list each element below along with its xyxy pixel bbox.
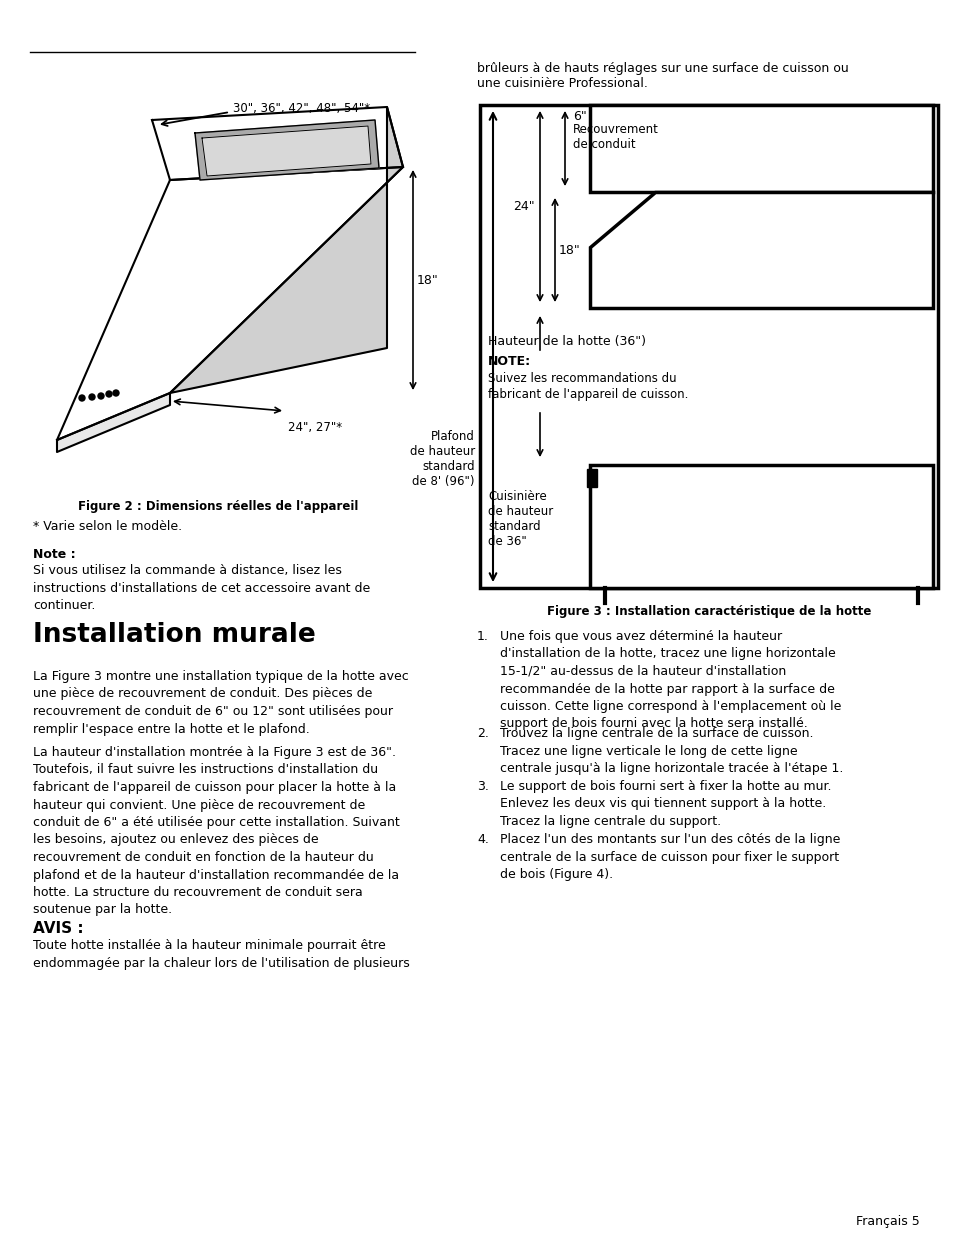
Text: Recouvrement: Recouvrement bbox=[573, 124, 659, 136]
Text: fabricant de l'appareil de cuisson.: fabricant de l'appareil de cuisson. bbox=[488, 388, 688, 401]
Text: 18": 18" bbox=[416, 273, 438, 287]
Circle shape bbox=[89, 394, 95, 400]
Polygon shape bbox=[589, 191, 932, 308]
Polygon shape bbox=[57, 167, 402, 440]
Text: Suivez les recommandations du: Suivez les recommandations du bbox=[488, 372, 676, 385]
Text: Si vous utilisez la commande à distance, lisez les
instructions d'installations : Si vous utilisez la commande à distance,… bbox=[33, 564, 370, 613]
Text: Placez l'un des montants sur l'un des côtés de la ligne
centrale de la surface d: Placez l'un des montants sur l'un des cô… bbox=[499, 832, 840, 881]
Text: 3.: 3. bbox=[476, 781, 488, 793]
Circle shape bbox=[79, 395, 85, 401]
Polygon shape bbox=[589, 105, 932, 191]
Text: Une fois que vous avez déterminé la hauteur
d'installation de la hotte, tracez u: Une fois que vous avez déterminé la haut… bbox=[499, 630, 841, 730]
Bar bbox=[586, 469, 597, 487]
Text: Français 5: Français 5 bbox=[856, 1215, 919, 1228]
Text: 4.: 4. bbox=[476, 832, 488, 846]
Text: de hauteur: de hauteur bbox=[410, 445, 475, 458]
Text: Installation murale: Installation murale bbox=[33, 622, 315, 648]
Text: de hauteur: de hauteur bbox=[488, 505, 553, 517]
Circle shape bbox=[98, 393, 104, 399]
Text: 2.: 2. bbox=[476, 727, 488, 740]
Text: NOTE:: NOTE: bbox=[488, 354, 531, 368]
Text: standard: standard bbox=[488, 520, 540, 534]
Polygon shape bbox=[170, 107, 402, 393]
Text: Le support de bois fourni sert à fixer la hotte au mur.
Enlevez les deux vis qui: Le support de bois fourni sert à fixer l… bbox=[499, 781, 831, 827]
Polygon shape bbox=[194, 120, 378, 180]
Text: Note :: Note : bbox=[33, 548, 75, 561]
Text: de 36": de 36" bbox=[488, 535, 526, 548]
Text: Trouvez la ligne centrale de la surface de cuisson.
Tracez une ligne verticale l: Trouvez la ligne centrale de la surface … bbox=[499, 727, 842, 776]
Text: Figure 2 : Dimensions réelles de l'appareil: Figure 2 : Dimensions réelles de l'appar… bbox=[78, 500, 357, 513]
Text: Plafond: Plafond bbox=[431, 430, 475, 443]
Text: Cuisinière: Cuisinière bbox=[488, 490, 546, 503]
Text: Toute hotte installée à la hauteur minimale pourrait être
endommagée par la chal: Toute hotte installée à la hauteur minim… bbox=[33, 939, 410, 969]
Text: standard: standard bbox=[422, 459, 475, 473]
Text: La hauteur d'installation montrée à la Figure 3 est de 36".
Toutefois, il faut s: La hauteur d'installation montrée à la F… bbox=[33, 746, 399, 916]
Text: 1.: 1. bbox=[476, 630, 488, 643]
Polygon shape bbox=[152, 107, 402, 180]
Polygon shape bbox=[589, 466, 932, 588]
Text: de 8' (96"): de 8' (96") bbox=[412, 475, 475, 488]
Text: AVIS :: AVIS : bbox=[33, 921, 84, 936]
Text: La Figure 3 montre une installation typique de la hotte avec
une pièce de recouv: La Figure 3 montre une installation typi… bbox=[33, 671, 408, 736]
Text: * Varie selon le modèle.: * Varie selon le modèle. bbox=[33, 520, 182, 534]
Text: Hauteur de la hotte (36"): Hauteur de la hotte (36") bbox=[488, 335, 645, 348]
Text: une cuisinière Professional.: une cuisinière Professional. bbox=[476, 77, 647, 90]
Polygon shape bbox=[57, 393, 170, 452]
Text: 30", 36", 42", 48", 54"*: 30", 36", 42", 48", 54"* bbox=[233, 103, 370, 115]
Text: 24": 24" bbox=[513, 200, 535, 212]
Text: Figure 3 : Installation caractéristique de la hotte: Figure 3 : Installation caractéristique … bbox=[546, 605, 870, 618]
Text: brûleurs à de hauts réglages sur une surface de cuisson ou: brûleurs à de hauts réglages sur une sur… bbox=[476, 62, 848, 75]
Text: 6": 6" bbox=[573, 110, 586, 124]
Polygon shape bbox=[202, 126, 371, 177]
Text: de conduit: de conduit bbox=[573, 138, 635, 151]
Text: 18": 18" bbox=[558, 243, 580, 257]
Text: 24", 27"*: 24", 27"* bbox=[288, 421, 342, 433]
Circle shape bbox=[106, 391, 112, 396]
Circle shape bbox=[112, 390, 119, 396]
